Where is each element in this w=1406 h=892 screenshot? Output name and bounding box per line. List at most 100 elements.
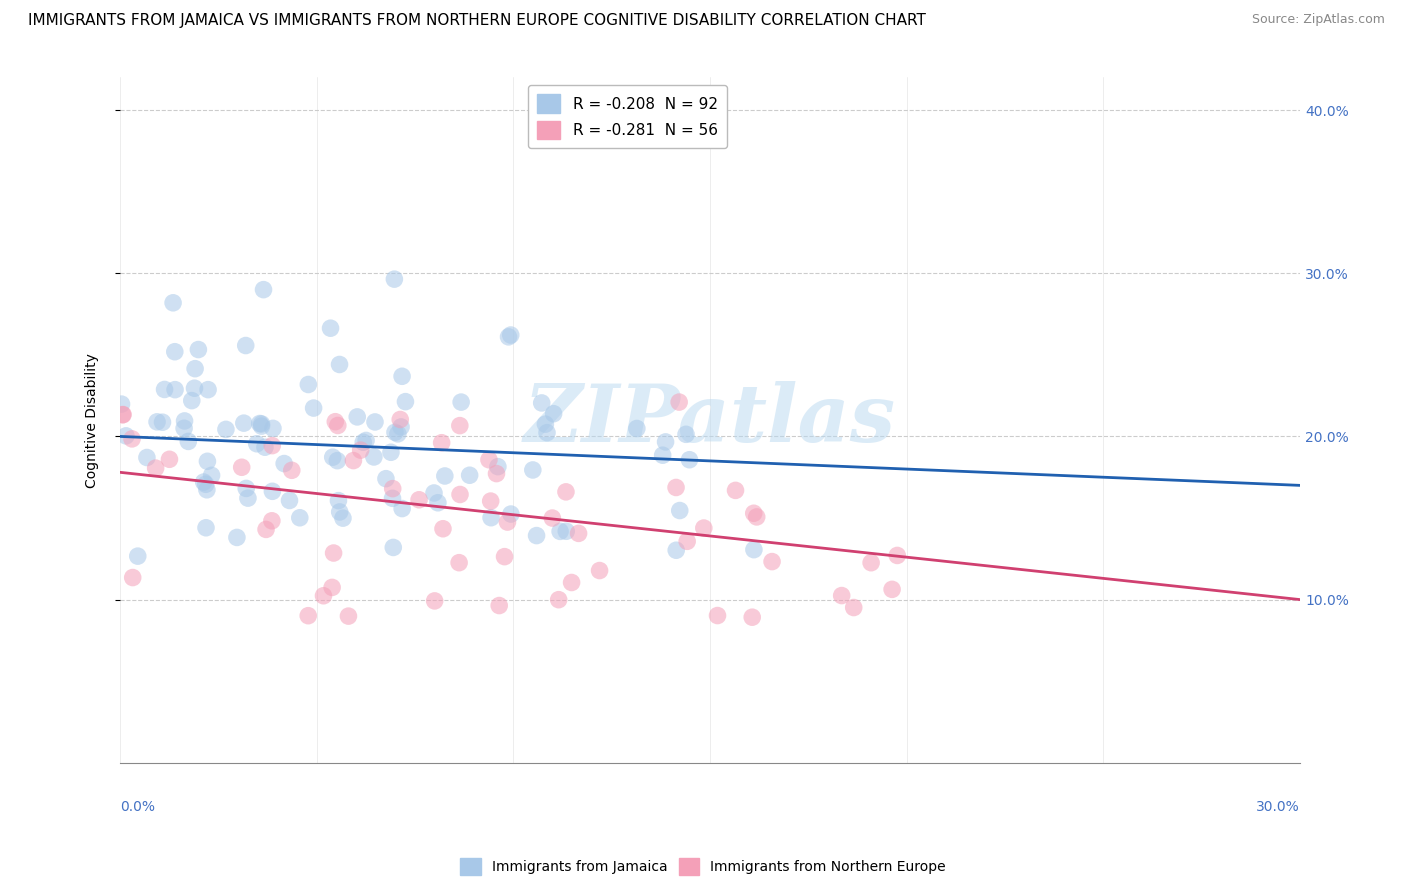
Point xyxy=(112,408,135,422)
Point xyxy=(449,556,471,570)
Point xyxy=(706,608,728,623)
Text: ZIPatlas: ZIPatlas xyxy=(524,382,896,458)
Point xyxy=(387,426,409,441)
Point xyxy=(197,454,219,468)
Point xyxy=(328,358,350,372)
Point xyxy=(215,422,238,436)
Point xyxy=(326,453,349,467)
Point xyxy=(173,421,195,435)
Point xyxy=(152,415,174,429)
Point xyxy=(326,418,349,433)
Point xyxy=(450,395,472,409)
Point xyxy=(184,361,207,376)
Point xyxy=(121,570,143,584)
Point xyxy=(319,321,342,335)
Text: Source: ZipAtlas.com: Source: ZipAtlas.com xyxy=(1251,13,1385,27)
Point xyxy=(496,515,519,529)
Point xyxy=(526,528,548,542)
Point xyxy=(354,434,377,448)
Point xyxy=(741,610,763,624)
Point xyxy=(724,483,747,498)
Point xyxy=(262,439,284,453)
Point xyxy=(173,414,195,428)
Point xyxy=(235,338,257,352)
Point xyxy=(236,491,259,505)
Point xyxy=(382,272,405,286)
Point xyxy=(588,564,610,578)
Point xyxy=(384,425,406,440)
Point xyxy=(408,492,430,507)
Point xyxy=(742,542,765,557)
Point xyxy=(250,419,273,434)
Point xyxy=(547,592,569,607)
Point xyxy=(200,468,222,483)
Point xyxy=(382,541,405,555)
Point xyxy=(530,396,553,410)
Point xyxy=(180,393,202,408)
Point xyxy=(665,481,688,495)
Point xyxy=(678,452,700,467)
Point xyxy=(432,522,454,536)
Point xyxy=(321,581,343,595)
Point xyxy=(499,507,522,521)
Point xyxy=(194,477,217,491)
Point xyxy=(297,377,319,392)
Point xyxy=(555,524,578,539)
Point xyxy=(312,589,335,603)
Point xyxy=(745,509,768,524)
Text: 0.0%: 0.0% xyxy=(120,800,155,814)
Point xyxy=(127,549,149,563)
Point xyxy=(391,369,413,384)
Point xyxy=(322,450,344,465)
Point xyxy=(860,556,883,570)
Point xyxy=(115,429,138,443)
Point xyxy=(568,526,591,541)
Point xyxy=(363,450,385,464)
Point xyxy=(352,435,374,450)
Point xyxy=(323,415,346,429)
Point xyxy=(110,397,132,411)
Point xyxy=(288,510,311,524)
Point xyxy=(364,415,387,429)
Point xyxy=(273,457,295,471)
Point xyxy=(163,383,186,397)
Point xyxy=(426,496,449,510)
Point xyxy=(254,522,277,536)
Point xyxy=(374,472,396,486)
Point xyxy=(522,463,544,477)
Y-axis label: Cognitive Disability: Cognitive Disability xyxy=(86,352,100,488)
Point xyxy=(494,549,516,564)
Point xyxy=(332,511,354,525)
Point xyxy=(668,395,690,409)
Point xyxy=(479,494,502,508)
Point xyxy=(488,599,510,613)
Point xyxy=(389,412,412,426)
Point xyxy=(135,450,157,465)
Point xyxy=(761,555,783,569)
Point xyxy=(381,482,404,496)
Point xyxy=(197,383,219,397)
Point xyxy=(479,510,502,524)
Point xyxy=(328,493,350,508)
Point xyxy=(252,283,274,297)
Point xyxy=(226,530,249,544)
Point xyxy=(693,521,716,535)
Point xyxy=(668,503,690,517)
Point xyxy=(389,420,412,434)
Point xyxy=(250,417,273,431)
Point xyxy=(262,484,284,499)
Point xyxy=(676,534,699,549)
Point xyxy=(159,452,181,467)
Point xyxy=(541,511,564,525)
Point xyxy=(231,460,253,475)
Point xyxy=(253,440,276,454)
Point xyxy=(262,421,284,435)
Point xyxy=(281,463,304,477)
Point xyxy=(342,453,364,467)
Point xyxy=(346,409,368,424)
Point xyxy=(195,483,218,497)
Point xyxy=(146,415,169,429)
Point xyxy=(654,434,676,449)
Point xyxy=(121,432,143,446)
Point xyxy=(246,436,269,450)
